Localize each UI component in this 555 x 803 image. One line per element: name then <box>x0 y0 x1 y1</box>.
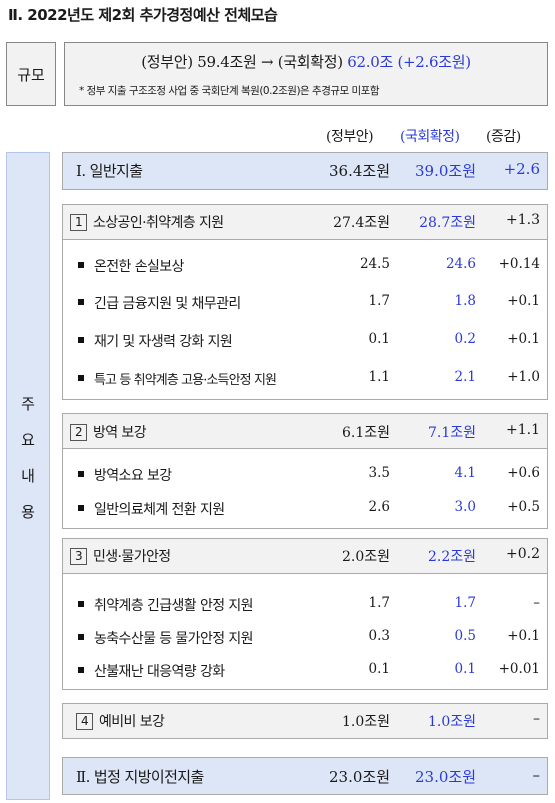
list-item: 산불재난 대응역량 강화 0.1 0.1 +0.01 <box>62 661 548 681</box>
list-item: 일반의료체계 전환 지원 2.6 3.0 +0.5 <box>62 499 548 519</box>
transfer-row: Ⅱ. 법정 지방이전지출 23.0조원 23.0조원 – <box>76 766 540 786</box>
bullet-icon <box>78 471 84 477</box>
group1-label: 소상공인·취약계층 지원 <box>93 215 224 231</box>
group4-number: 4 <box>76 713 93 730</box>
group2-label: 방역 보강 <box>93 425 147 441</box>
bullet-icon <box>78 299 84 305</box>
side-label: 주 요 내 용 <box>6 152 50 800</box>
group4-box <box>62 703 548 739</box>
general-label: Ⅰ. 일반지출 <box>76 162 143 180</box>
scale-summary: (정부안) 59.4조원 → (국회확정) 62.0조 (+2.6조원) <box>65 51 547 72</box>
scale-conf-label: (국회확정) <box>277 53 343 71</box>
scale-note: * 정부 지출 구조조정 사업 중 국회단계 복원(0.2조원)은 추경규모 미… <box>79 85 380 97</box>
group4-label: 예비비 보강 <box>99 714 165 730</box>
list-item: 긴급 금융지원 및 채무관리 1.7 1.8 +0.1 <box>62 293 548 313</box>
group2-header: 2 방역 보강 6.1조원 7.1조원 +1.1 <box>62 422 548 442</box>
scale-gov: (정부안) 59.4조원 → <box>141 53 274 71</box>
transfer-band <box>62 757 548 795</box>
group1-header-bg <box>62 204 548 240</box>
group4-header: 4 예비비 보강 1.0조원 1.0조원 – <box>62 711 548 731</box>
bullet-icon <box>78 601 84 607</box>
col-head-diff: (증감) <box>486 129 521 145</box>
bullet-icon <box>78 667 84 673</box>
list-item: 방역소요 보강 3.5 4.1 +0.6 <box>62 465 548 485</box>
col-head-conf: (국회확정) <box>400 129 460 145</box>
bullet-icon <box>78 634 84 640</box>
list-item: 재기 및 자생력 강화 지원 0.1 0.2 +0.1 <box>62 331 548 351</box>
group3-header: 3 민생·물가안정 2.0조원 2.2조원 +0.2 <box>62 546 548 566</box>
group2-number: 2 <box>70 424 87 441</box>
group2-header-bg <box>62 413 548 449</box>
bullet-icon <box>78 505 84 511</box>
list-item: 취약계층 긴급생활 안정 지원 1.7 1.7 – <box>62 595 548 615</box>
bullet-icon <box>78 375 84 381</box>
bullet-icon <box>78 337 84 343</box>
list-item: 특고 등 취약계층 고용·소득안정 지원 1.1 2.1 +1.0 <box>62 369 548 389</box>
transfer-label: Ⅱ. 법정 지방이전지출 <box>76 768 204 786</box>
group1-header: 1 소상공인·취약계층 지원 27.4조원 28.7조원 +1.3 <box>62 212 548 232</box>
list-item: 농축수산물 등 물가안정 지원 0.3 0.5 +0.1 <box>62 628 548 648</box>
group3-number: 3 <box>70 548 87 565</box>
general-row: Ⅰ. 일반지출 36.4조원 39.0조원 +2.6 <box>76 160 540 180</box>
list-item: 온전한 손실보상 24.5 24.6 +0.14 <box>62 256 548 276</box>
group3-label: 민생·물가안정 <box>93 549 171 565</box>
page-title: Ⅱ. 2022년도 제2회 추가경정예산 전체모습 <box>8 6 278 24</box>
scale-conf-value: 62.0조 (+2.6조원) <box>347 53 471 71</box>
scale-label: 규모 <box>6 42 56 106</box>
col-head-gov: (정부안) <box>326 129 374 145</box>
scale-box: (정부안) 59.4조원 → (국회확정) 62.0조 (+2.6조원) * 정… <box>64 42 548 106</box>
bullet-icon <box>78 262 84 268</box>
group1-number: 1 <box>70 214 87 231</box>
general-band <box>62 152 548 190</box>
group3-header-bg <box>62 538 548 574</box>
